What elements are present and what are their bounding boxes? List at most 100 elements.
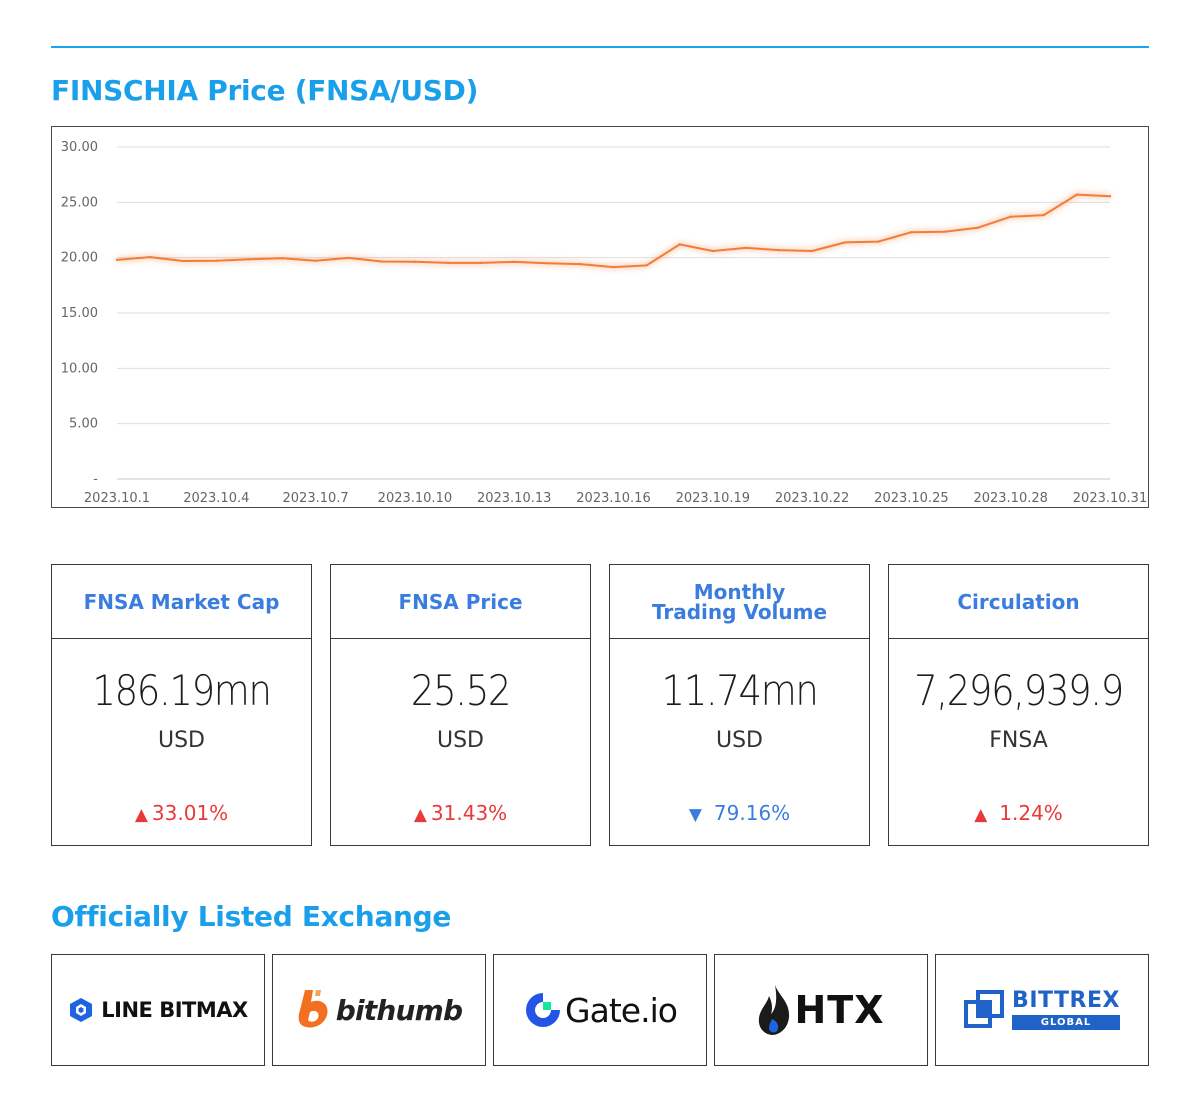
stats-panel: FNSA Market Cap 186.19mn USD ▲ 33.01% FNS… <box>51 564 1149 846</box>
price-chart: - 5.00 10.00 15.00 20.00 25.00 30.00 2023.10.1… <box>51 126 1149 508</box>
x-tick-label: 2023.10.16 <box>576 491 650 506</box>
data-point <box>678 243 681 246</box>
exchange-name: HTX <box>794 988 885 1032</box>
exchange-subname: GLOBAL <box>1012 1015 1120 1030</box>
exchange-name: bithumb <box>335 993 463 1027</box>
bittrex-logo-icon <box>964 990 1005 1028</box>
bittrex-wordmark: BITTREX GLOBAL <box>1012 990 1120 1030</box>
exchange-name: LINE BITMAX <box>101 998 248 1022</box>
card-change: ▼ 79.16% <box>610 801 869 825</box>
card-value: 11.74mn <box>661 666 818 715</box>
exchange-heading: Officially Listed Exchange <box>51 900 452 933</box>
price-card: FNSA Price 25.52 USD ▲ 31.43% <box>330 564 591 846</box>
card-value: 7,296,939.9 <box>914 666 1124 715</box>
y-tick-label: - <box>93 472 98 487</box>
price-heading: FINSCHIA Price (FNSA/USD) <box>51 74 479 107</box>
y-tick-label: 20.00 <box>61 251 98 266</box>
data-point <box>281 257 284 260</box>
exchange-bithumb[interactable]: bithumb <box>272 954 486 1066</box>
data-point <box>215 259 218 262</box>
line-bitmax-logo-icon <box>70 998 93 1022</box>
data-point <box>314 259 317 262</box>
data-point <box>182 259 185 263</box>
x-tick-label: 2023.10.22 <box>775 491 849 506</box>
card-title: FNSA Market Cap <box>83 589 280 614</box>
card-header: FNSA Price <box>331 565 590 639</box>
market-cap-card: FNSA Market Cap 186.19mn USD ▲ 33.01% <box>51 564 312 846</box>
card-change: ▲ 31.43% <box>331 801 590 825</box>
y-tick-label: 5.00 <box>69 417 98 432</box>
data-point <box>777 248 781 252</box>
x-tick-label: 2023.10.31 <box>1073 491 1147 506</box>
data-point <box>810 249 814 253</box>
data-point <box>976 226 979 229</box>
card-change: ▲ 33.01% <box>52 801 311 825</box>
up-triangle-icon: ▲ <box>974 805 988 825</box>
x-tick-label: 2023.10.10 <box>378 491 452 506</box>
exchange-name: Gate.io <box>565 990 678 1030</box>
x-tick-label: 2023.10.13 <box>477 491 551 506</box>
exchange-bittrex[interactable]: BITTREX GLOBAL <box>935 954 1149 1066</box>
data-point <box>413 260 417 263</box>
data-point <box>612 265 615 269</box>
exchange-line-bitmax[interactable]: LINE BITMAX <box>51 954 265 1066</box>
x-tick-label: 2023.10.4 <box>183 491 249 506</box>
change-percent: 33.01% <box>151 801 229 825</box>
exchange-name: BITTREX <box>1012 988 1120 1013</box>
bithumb-logo-icon <box>298 990 328 1028</box>
data-point <box>1075 193 1079 196</box>
up-triangle-icon: ▲ <box>413 805 427 825</box>
data-point <box>943 230 946 233</box>
y-tick-label: 25.00 <box>61 195 98 210</box>
x-tick-label: 2023.10.1 <box>84 491 150 506</box>
price-line-glow <box>116 192 1111 270</box>
x-tick-label: 2023.10.19 <box>676 491 750 506</box>
data-point <box>910 231 913 234</box>
card-header: Monthly Trading Volume <box>610 565 869 639</box>
change-percent: 1.24% <box>999 801 1063 825</box>
data-point <box>248 258 251 261</box>
card-unit: USD <box>715 728 763 753</box>
data-point <box>148 255 152 259</box>
card-value: 25.52 <box>410 666 512 715</box>
price-chart-svg: - 5.00 10.00 15.00 20.00 25.00 30.00 2023.10.1… <box>61 140 1147 506</box>
card-title: Circulation <box>957 589 1080 614</box>
data-point <box>877 240 880 243</box>
y-tick-label: 30.00 <box>61 140 98 155</box>
y-tick-label: 10.00 <box>61 361 98 376</box>
bittrex-logo: BITTREX GLOBAL <box>964 990 1120 1030</box>
card-header: Circulation <box>889 565 1148 639</box>
htx-flame-icon <box>759 985 790 1035</box>
change-percent: 79.16% <box>713 801 791 825</box>
exchange-htx[interactable]: HTX <box>714 954 928 1066</box>
data-point <box>479 261 483 265</box>
up-triangle-icon: ▲ <box>134 805 148 825</box>
trading-volume-card: Monthly Trading Volume 11.74mn USD ▼ 79.1… <box>609 564 870 846</box>
data-point <box>347 256 350 260</box>
data-point <box>645 264 648 267</box>
top-divider <box>51 46 1149 48</box>
card-value: 186.19mn <box>92 666 272 715</box>
data-point <box>1108 195 1112 198</box>
circulation-card: Circulation 7,296,939.9 FNSA ▲ 1.24% <box>888 564 1149 846</box>
data-point <box>1009 215 1012 218</box>
card-unit: FNSA <box>989 728 1048 753</box>
down-triangle-icon: ▼ <box>688 805 702 825</box>
data-point <box>380 260 383 263</box>
exchange-gate[interactable]: Gate.io <box>493 954 707 1066</box>
card-header: FNSA Market Cap <box>52 565 311 639</box>
data-point <box>744 246 748 250</box>
change-percent: 31.43% <box>430 801 508 825</box>
data-point <box>844 241 847 244</box>
gate-logo-icon <box>526 993 561 1027</box>
data-point <box>579 262 582 266</box>
data-point <box>115 258 119 262</box>
data-point <box>513 260 516 264</box>
y-tick-label: 15.00 <box>61 306 98 321</box>
x-tick-label: 2023.10.28 <box>973 491 1047 506</box>
data-point <box>711 249 714 253</box>
data-point <box>1042 213 1045 217</box>
card-change: ▲ 1.24% <box>889 801 1148 825</box>
data-point <box>546 262 549 265</box>
card-title: Monthly Trading Volume <box>651 579 828 624</box>
